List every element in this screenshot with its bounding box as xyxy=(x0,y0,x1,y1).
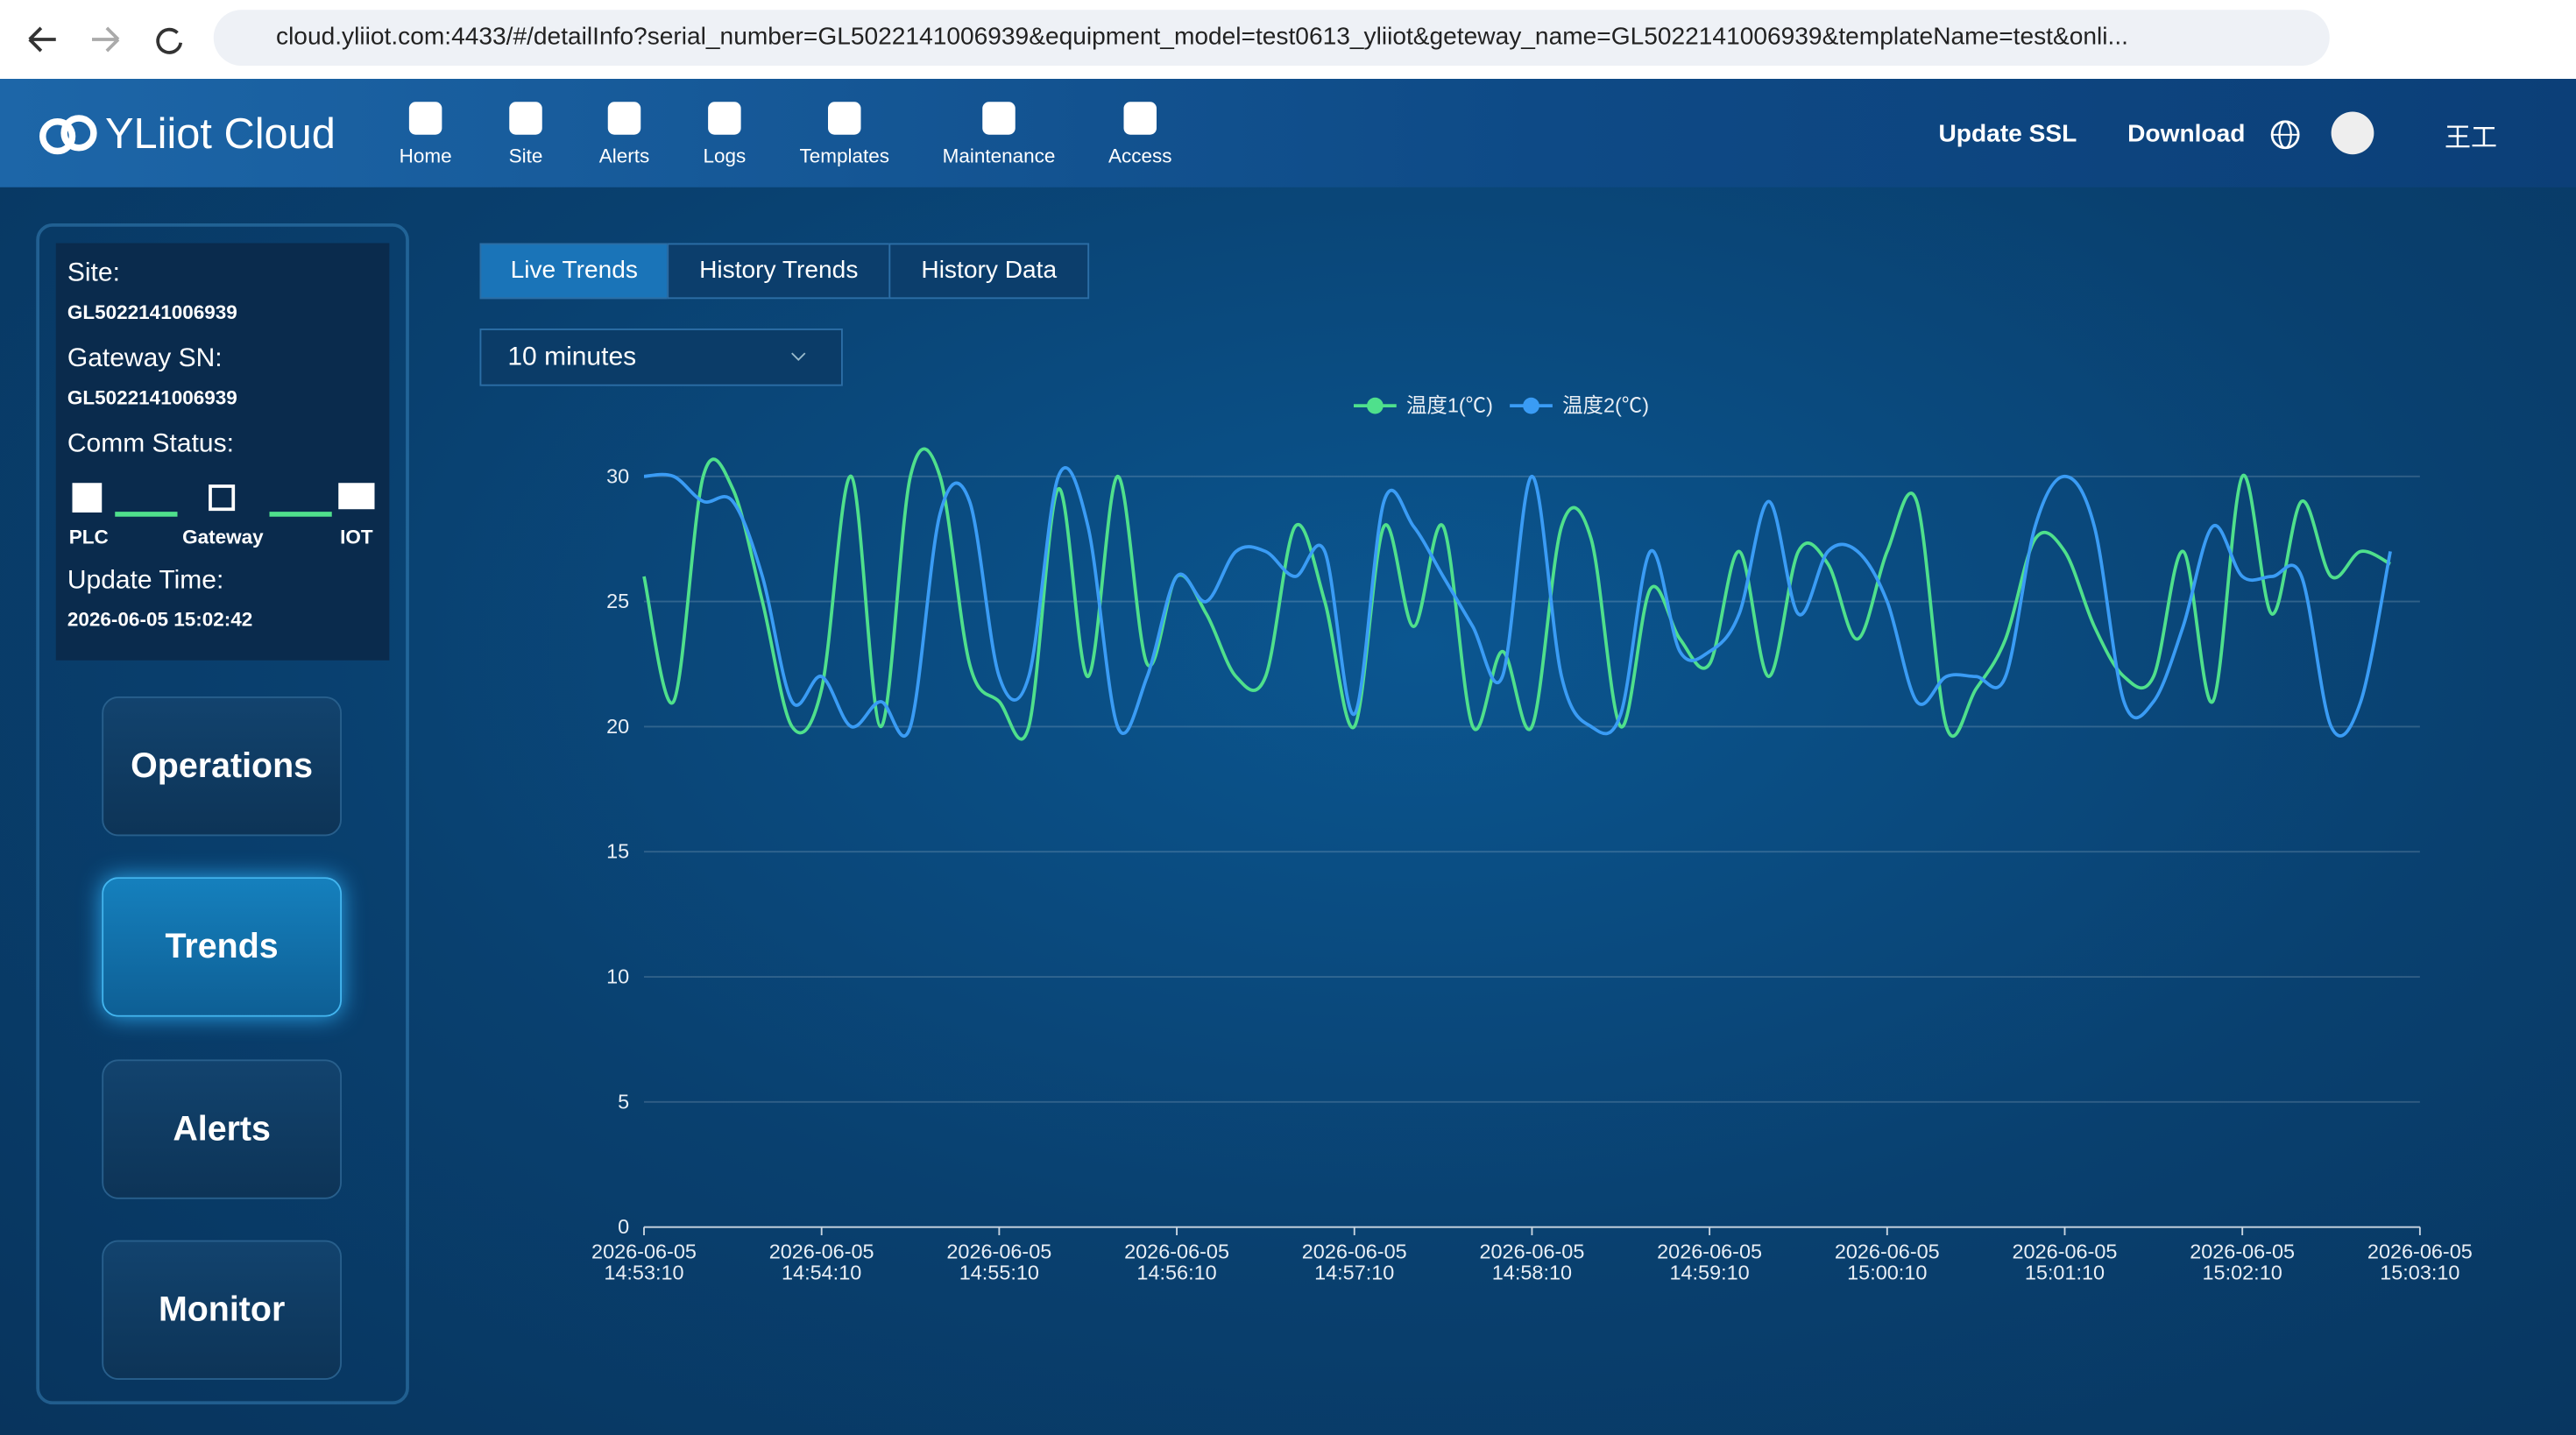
x-tick-label: 2026-06-05 15:03:10 xyxy=(2367,1240,2473,1285)
legend-dot xyxy=(1523,397,1539,414)
tab[interactable]: History Trends xyxy=(667,243,891,300)
gateway: GL5022141006939 xyxy=(67,385,237,409)
x-tick-label: 2026-06-05 14:55:10 xyxy=(946,1240,1052,1285)
user[interactable]: 王工 xyxy=(2445,124,2498,153)
x-tick-label: 2026-06-05 14:58:10 xyxy=(1479,1240,1585,1285)
legend-dot xyxy=(1367,397,1384,414)
nav-label: Templates xyxy=(799,145,890,168)
x-tick-label: 2026-06-05 14:57:10 xyxy=(1301,1240,1407,1285)
nav-item[interactable]: Maintenance xyxy=(925,102,1073,167)
logo xyxy=(39,115,97,155)
y-tick-label: 15 xyxy=(606,840,629,863)
menu-monitor[interactable]: Monitor xyxy=(102,1240,342,1380)
x-tick-label: 2026-06-05 14:56:10 xyxy=(1124,1240,1229,1285)
y-tick-label: 20 xyxy=(606,715,629,738)
y-tick-label: 25 xyxy=(606,590,629,612)
comm-icons xyxy=(72,483,375,517)
comm-iot: IOT xyxy=(340,526,373,549)
menu-operations[interactable]: Operations xyxy=(102,696,342,837)
y-tick-label: 10 xyxy=(606,965,629,988)
nav-icon xyxy=(607,102,641,135)
brand[interactable]: YLiiot Cloud xyxy=(105,108,336,158)
update-time: 2026-06-05 15:02:42 xyxy=(67,607,253,631)
x-tick-label: 2026-06-05 15:00:10 xyxy=(1834,1240,1940,1285)
download[interactable]: Download xyxy=(2127,119,2246,148)
nav-item[interactable]: Home xyxy=(351,102,499,167)
series-line xyxy=(643,466,2392,738)
x-tick-label: 2026-06-05 14:59:10 xyxy=(1657,1240,1763,1285)
chevron xyxy=(791,352,806,361)
site-label: Site: xyxy=(67,259,120,288)
nav-icon xyxy=(708,102,741,135)
x-tick-label: 2026-06-05 15:01:10 xyxy=(2012,1240,2118,1285)
globe[interactable] xyxy=(2268,118,2302,152)
update-ssl[interactable]: Update SSL xyxy=(1938,119,2077,148)
nav-label: Maintenance xyxy=(942,145,1056,168)
gateway-label: Gateway SN: xyxy=(67,344,223,373)
nav-item[interactable]: Access xyxy=(1066,102,1214,167)
legend-label: 温度1(℃) xyxy=(1406,394,1493,417)
nav-label: Logs xyxy=(703,145,747,168)
sidebar-frame xyxy=(36,223,409,1405)
menu-alerts[interactable]: Alerts xyxy=(102,1059,342,1199)
x-tick-label: 2026-06-05 14:54:10 xyxy=(768,1240,874,1285)
nav-label: Home xyxy=(399,145,452,168)
nav-icon xyxy=(408,102,442,135)
info-panel xyxy=(55,243,390,661)
tab[interactable]: Live Trends xyxy=(479,243,669,300)
nav-label: Site xyxy=(508,145,543,168)
header: YLiiot Cloud Update SSL Download 王工 Home… xyxy=(0,79,2576,187)
nav-icon xyxy=(982,102,1016,135)
legend-label: 温度2(℃) xyxy=(1562,394,1649,417)
comm-plc: PLC xyxy=(68,526,109,549)
nav-icon xyxy=(1123,102,1157,135)
nav-item[interactable]: Site xyxy=(452,102,600,167)
y-tick-label: 5 xyxy=(618,1090,629,1113)
site: GL5022141006939 xyxy=(67,300,237,324)
nav-item[interactable]: Alerts xyxy=(550,102,698,167)
tab[interactable]: History Data xyxy=(888,243,1090,300)
nav-label: Alerts xyxy=(598,145,650,168)
browser-nav-icons xyxy=(28,26,183,54)
comm-gateway: Gateway xyxy=(182,526,264,549)
nav-icon xyxy=(509,102,542,135)
nav-item[interactable]: Logs xyxy=(651,102,799,167)
range: 10 minutes xyxy=(507,343,637,371)
menu-trends[interactable]: Trends xyxy=(102,877,342,1017)
x-tick-label: 2026-06-05 15:02:10 xyxy=(2190,1240,2296,1285)
avatar[interactable] xyxy=(2330,110,2376,157)
url[interactable]: cloud.yliiot.com:4433/#/detailInfo?seria… xyxy=(213,10,2330,66)
series-line xyxy=(642,447,2391,741)
nav-item[interactable]: Templates xyxy=(770,102,918,167)
nav-label: Access xyxy=(1108,145,1172,168)
y-tick-label: 30 xyxy=(606,464,629,487)
browser-bar: cloud.yliiot.com:4433/#/detailInfo?seria… xyxy=(0,0,2576,79)
range-select[interactable]: 10 minutes xyxy=(479,329,843,386)
update-label: Update Time: xyxy=(67,566,224,595)
y-tick-label: 0 xyxy=(618,1215,629,1238)
x-tick-label: 2026-06-05 14:53:10 xyxy=(591,1240,697,1285)
nav-icon xyxy=(828,102,861,135)
comm-label: Comm Status: xyxy=(67,430,234,459)
